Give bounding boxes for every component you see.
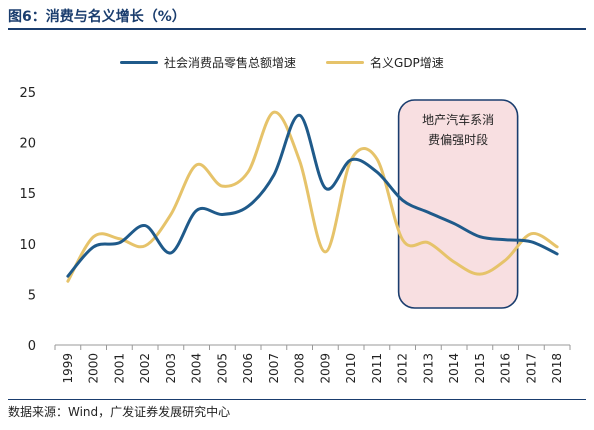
legend-label-retail: 社会消费品零售总额增速 — [164, 56, 297, 70]
x-tick-label: 2017 — [524, 353, 538, 384]
x-tick-label: 2005 — [215, 353, 229, 384]
y-tick-label: 10 — [19, 238, 36, 253]
x-tick-label: 2011 — [370, 353, 384, 384]
x-tick-label: 2014 — [447, 353, 461, 384]
x-tick-label: 2002 — [138, 353, 152, 384]
legend-swatch-retail — [120, 61, 158, 64]
title-divider — [8, 28, 586, 30]
legend: 社会消费品零售总额增速 名义GDP增速 — [120, 54, 444, 71]
x-tick-label: 2006 — [241, 353, 255, 384]
series-line-gdp — [66, 110, 559, 283]
y-tick-label: 20 — [19, 137, 36, 152]
x-tick-label: 2004 — [190, 353, 204, 384]
legend-swatch-gdp — [326, 61, 365, 64]
x-tick-label: 2000 — [87, 353, 101, 384]
y-tick-label: 0 — [28, 339, 36, 354]
footer-divider — [8, 399, 586, 400]
source-note: 数据来源：Wind，广发证券发展研究中心 — [8, 405, 231, 419]
x-tick-label: 2009 — [318, 353, 332, 384]
annotation-text-line-1: 地产汽车系消 — [422, 112, 494, 127]
annotation-text-line-2: 费偏强时段 — [428, 132, 488, 147]
y-tick-label: 15 — [19, 187, 36, 202]
x-tick-label: 2007 — [267, 353, 281, 384]
x-tick-label: 1999 — [61, 353, 75, 384]
x-tick-label: 2008 — [293, 353, 307, 384]
x-tick-label: 2010 — [344, 353, 358, 384]
y-tick-label: 25 — [19, 86, 36, 101]
chart-title: 图6：消费与名义增长（%） — [8, 9, 186, 25]
legend-item-gdp: 名义GDP增速 — [326, 54, 444, 71]
legend-label-gdp: 名义GDP增速 — [370, 56, 444, 70]
annotation-box — [397, 99, 519, 309]
x-tick-label: 2012 — [396, 353, 410, 384]
y-tick-label: 5 — [28, 288, 36, 303]
x-tick-label: 2001 — [112, 353, 126, 384]
legend-item-retail: 社会消费品零售总额增速 — [120, 54, 296, 71]
x-tick-label: 2003 — [164, 353, 178, 384]
series-line-retail — [66, 113, 559, 278]
x-tick-label: 2018 — [550, 353, 564, 384]
x-tick-label: 2016 — [499, 353, 513, 384]
x-tick-label: 2013 — [421, 353, 435, 384]
x-tick-label: 2015 — [473, 353, 487, 384]
